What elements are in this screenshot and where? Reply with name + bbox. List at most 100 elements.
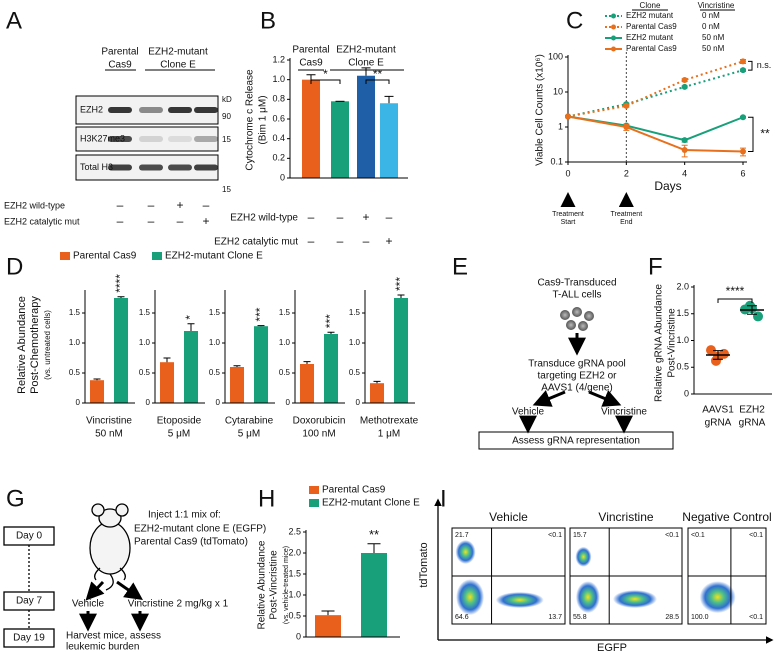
quadrant-value: <0.1 — [548, 532, 562, 539]
plot-title: Vehicle — [489, 510, 528, 524]
legend-label: 50 nM — [702, 44, 725, 53]
blot-row-label: H3K27me3 — [80, 133, 125, 143]
legend-label: 0 nM — [702, 22, 720, 31]
condition-label: EZH2 catalytic mut — [214, 237, 298, 248]
x-tick-label: 2 — [624, 168, 629, 178]
legend-label: Parental Cas9 — [626, 44, 677, 53]
legend-label: EZH2-mutant Clone E — [322, 498, 420, 509]
legend-header: Vincristine — [698, 1, 735, 10]
y-tick-label: 0 — [216, 398, 221, 407]
legend-swatch — [309, 486, 319, 494]
kd-label: 15 — [222, 185, 231, 194]
panel-label: B — [260, 7, 276, 34]
legend-swatch — [611, 13, 616, 19]
blot-row-label: Total H3 — [80, 162, 113, 172]
y-tick-label: 2.0 — [676, 281, 689, 291]
x-tick-label: gRNA — [705, 418, 732, 429]
significance: *** — [323, 314, 337, 328]
y-axis-label: Cytochrome c Release — [245, 69, 256, 171]
error-bar — [306, 74, 316, 80]
panel-label: I — [440, 485, 447, 512]
y-tick-label: 0 — [146, 398, 151, 407]
error-bar — [233, 365, 241, 367]
condition-sign: – — [117, 198, 124, 212]
day-label: Day 19 — [13, 633, 45, 644]
diagram-text: Vincristine — [601, 407, 647, 418]
diagram-text: Parental Cas9 (tdTomato) — [134, 537, 248, 548]
point — [681, 137, 688, 144]
error-bar — [373, 380, 381, 384]
bar — [370, 383, 384, 403]
plot-title: Negative Control — [682, 510, 771, 524]
bracket — [748, 60, 753, 71]
legend-label: 50 nM — [702, 33, 725, 42]
bar — [357, 75, 375, 178]
significance: * — [183, 315, 197, 320]
point — [719, 348, 729, 359]
group-header: Cas9 — [108, 60, 132, 71]
bar — [324, 334, 338, 403]
condition-sign: – — [308, 210, 315, 224]
group-header: Clone E — [160, 60, 196, 71]
y-axis-label: Relative gRNA Abundance — [654, 284, 665, 402]
blot-band — [194, 136, 218, 142]
blot-band — [168, 136, 192, 142]
y-tick-label: 1.5 — [209, 308, 221, 317]
significance-bracket — [365, 79, 390, 84]
density — [455, 540, 476, 564]
condition-sign: – — [308, 234, 315, 248]
blot-band — [139, 136, 163, 142]
quadrant-value: 55.8 — [573, 614, 587, 621]
error-bar — [397, 294, 405, 298]
x-tick-label: 5 μM — [238, 429, 260, 440]
legend-label: Parental Cas9 — [322, 485, 386, 496]
diagram-text: Assess gRNA representation — [512, 436, 640, 447]
bar — [315, 615, 341, 637]
marker-label: Start — [561, 219, 576, 226]
point — [565, 113, 571, 120]
density — [612, 590, 657, 609]
y-axis-label: Relative Abundance — [16, 296, 28, 394]
legend-label: Parental Cas9 — [626, 22, 677, 31]
y-tick-label: 0 — [296, 631, 301, 641]
point — [623, 124, 630, 130]
diagram-text: Vincristine 2 mg/kg x 1 — [128, 599, 229, 610]
y-axis-label: Post-Vincristine — [269, 550, 280, 620]
y-tick-label: 0 — [280, 172, 285, 182]
legend-label: EZH2-mutant Clone E — [165, 251, 263, 262]
y-axis-label: Post-Vincristine — [667, 308, 678, 378]
y-tick-label: 0.5 — [349, 368, 361, 377]
quadrant-value: <0.1 — [749, 614, 763, 621]
group-header: EZH2-mutant — [148, 47, 208, 58]
condition-sign: + — [176, 198, 183, 212]
panel-label: C — [566, 7, 583, 34]
blot-band — [108, 164, 132, 171]
y-tick-label: 1.5 — [139, 308, 151, 317]
significance: **** — [113, 274, 127, 293]
x-tick-label: Methotrexate — [360, 416, 419, 427]
y-tick-label: 0.6 — [272, 113, 285, 123]
diagram-text: targeting EZH2 or — [538, 371, 618, 382]
legend-swatch — [60, 252, 70, 260]
bar — [90, 380, 104, 403]
panel-label: E — [452, 253, 468, 280]
significance: * — [323, 67, 328, 81]
condition-sign: – — [203, 198, 210, 212]
x-tick-label: 50 nM — [95, 429, 123, 440]
error-bar — [713, 350, 723, 360]
condition-sign: + — [362, 210, 369, 224]
panel-label: D — [6, 253, 23, 280]
blot-band — [194, 164, 218, 171]
x-tick-label: 4 — [682, 168, 687, 178]
panel-label: G — [6, 485, 25, 512]
significance: ** — [373, 67, 383, 81]
point — [740, 67, 746, 74]
legend-swatch — [611, 35, 616, 41]
axis-label: EGFP — [597, 642, 627, 653]
error-bar — [117, 296, 125, 298]
legend-swatch — [309, 499, 319, 507]
condition-label: EZH2 wild-type — [230, 213, 298, 224]
bar — [300, 364, 314, 403]
y-tick-label: 1.5 — [279, 308, 291, 317]
quadrant-value: 28.5 — [665, 614, 679, 621]
